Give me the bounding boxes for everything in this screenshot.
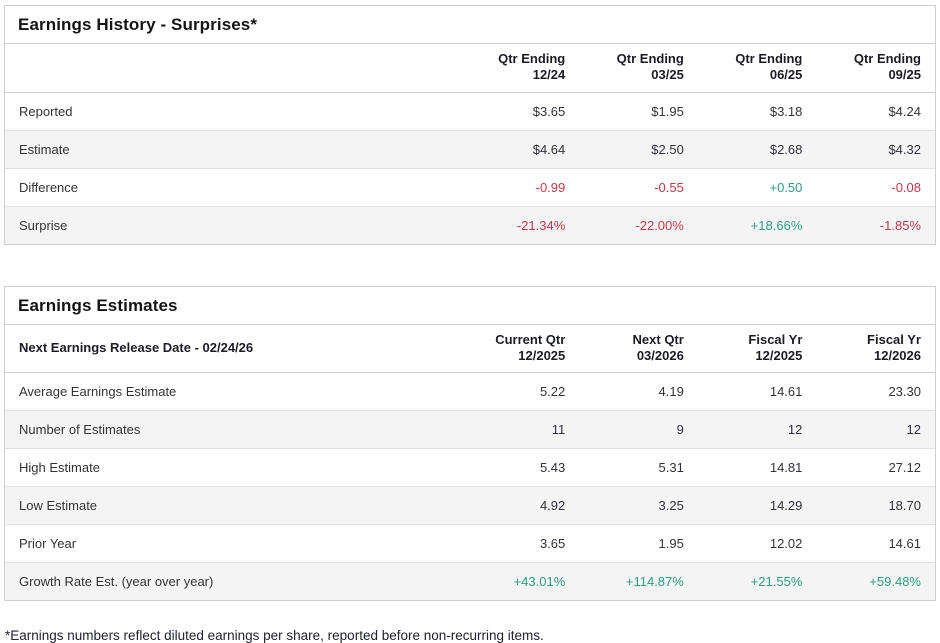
value-cell: +21.55% (750, 574, 803, 589)
column-header: Qtr Ending 09/25 (816, 44, 935, 93)
value-cell: $3.18 (769, 103, 803, 119)
earnings-history-table: Qtr Ending 12/24 Qtr Ending 03/25 Qtr Ending… (5, 44, 935, 244)
table-row: Surprise -21.34% -22.00% +18.66% -1.85% (5, 206, 935, 244)
corner-label (5, 44, 461, 93)
value-cell: 3.65 (539, 536, 566, 551)
column-header: Fiscal Yr 12/2026 (816, 324, 935, 373)
value-cell: $2.50 (651, 141, 684, 157)
earnings-estimates-card: Earnings Estimates Next Earnings Release… (4, 285, 936, 601)
row-label: Number of Estimates (19, 422, 141, 437)
value-cell: +59.48% (869, 574, 921, 589)
value-cell: 14.81 (769, 460, 803, 475)
table-row: Estimate $4.64 $2.50 $2.68 $4.32 (5, 130, 935, 168)
value-cell: 9 (676, 422, 684, 437)
value-cell: 12 (787, 422, 803, 437)
value-cell: +0.50 (769, 179, 803, 195)
row-label: Average Earnings Estimate (19, 384, 177, 399)
row-label: Low Estimate (19, 498, 98, 513)
table-row: High Estimate 5.43 5.31 14.81 27.12 (5, 449, 935, 487)
table-row: Average Earnings Estimate 5.22 4.19 14.61 23… (5, 373, 935, 411)
row-label: Difference (19, 179, 79, 195)
table-row: Prior Year 3.65 1.95 12.02 14.61 (5, 525, 935, 563)
value-cell: -0.08 (891, 179, 921, 195)
value-cell: $2.68 (769, 141, 803, 157)
value-cell: -0.55 (654, 179, 684, 195)
value-cell: 18.70 (888, 498, 921, 513)
table-row: Low Estimate 4.92 3.25 14.29 18.70 (5, 486, 935, 525)
earnings-estimates-table: Next Earnings Release Date - 02/24/26 Cur… (5, 324, 935, 600)
value-cell: 5.43 (539, 460, 566, 475)
value-cell: 1.95 (658, 536, 684, 551)
earnings-history-card: Earnings History - Surprises* Qtr Ending… (4, 5, 936, 245)
value-cell: 14.61 (769, 384, 803, 399)
value-cell: 3.25 (658, 498, 684, 513)
earnings-history-title: Earnings History - Surprises* (5, 6, 935, 44)
value-cell: 11 (551, 422, 566, 437)
value-cell: -0.99 (535, 179, 566, 195)
row-label: High Estimate (19, 460, 100, 475)
value-cell: 27.12 (888, 460, 921, 475)
value-cell: 23.30 (888, 384, 921, 399)
row-label: Estimate (19, 141, 70, 157)
column-header: Qtr Ending 12/24 (460, 44, 580, 93)
column-header: Next Qtr 03/2026 (579, 324, 698, 373)
value-cell: -21.34% (516, 217, 566, 233)
row-label: Growth Rate Est. (year over year) (19, 574, 214, 589)
column-header: Current Qtr 12/2025 (460, 324, 580, 373)
value-cell: 14.29 (769, 498, 803, 513)
value-cell: $4.64 (532, 141, 566, 157)
header-row: Next Earnings Release Date - 02/24/26 Cur… (5, 324, 935, 373)
value-cell: -22.00% (635, 217, 684, 233)
row-label: Reported (19, 103, 73, 119)
value-cell: 12 (906, 422, 921, 437)
header-row: Qtr Ending 12/24 Qtr Ending 03/25 Qtr Ending… (5, 44, 935, 93)
table-row: Reported $3.65 $1.95 $3.18 $4.24 (5, 92, 935, 130)
earnings-estimates-title: Earnings Estimates (5, 287, 935, 325)
earnings-footnote: *Earnings numbers reflect diluted earnin… (5, 628, 544, 643)
value-cell: -1.85% (879, 217, 921, 233)
row-label: Prior Year (19, 536, 77, 551)
row-label: Surprise (19, 217, 68, 233)
value-cell: $4.24 (888, 103, 921, 119)
value-cell: 5.31 (658, 460, 684, 475)
value-cell: $3.65 (532, 103, 566, 119)
value-cell: $1.95 (651, 103, 684, 119)
column-header: Fiscal Yr 12/2025 (697, 324, 817, 373)
value-cell: 5.22 (539, 384, 566, 399)
column-header: Qtr Ending 06/25 (697, 44, 817, 93)
value-cell: +18.66% (750, 217, 803, 233)
value-cell: 4.92 (539, 498, 566, 513)
column-header: Qtr Ending 03/25 (579, 44, 698, 93)
value-cell: +114.87% (625, 574, 684, 589)
value-cell: 14.61 (888, 536, 921, 551)
table-row: Number of Estimates 11 9 12 12 (5, 410, 935, 449)
value-cell: +43.01% (513, 574, 566, 589)
table-row: Growth Rate Est. (year over year) +43.01%… (5, 562, 935, 600)
value-cell: $4.32 (888, 141, 921, 157)
value-cell: 12.02 (769, 536, 803, 551)
table-row: Difference -0.99 -0.55 +0.50 -0.08 (5, 168, 935, 206)
corner-label: Next Earnings Release Date - 02/24/26 (5, 324, 461, 373)
value-cell: 4.19 (658, 384, 684, 399)
